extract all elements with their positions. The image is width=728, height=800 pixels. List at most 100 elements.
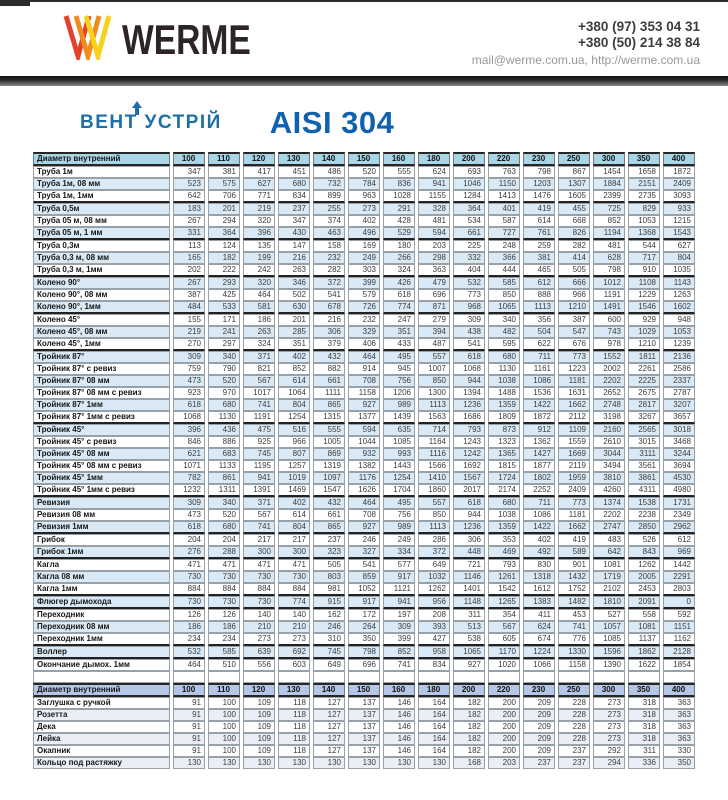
- price-cell: 311: [453, 609, 485, 621]
- price-cell: 130: [173, 757, 205, 769]
- price-cell: 1210: [558, 301, 590, 314]
- price-cell: 4980: [663, 484, 695, 497]
- price-cell: 137: [348, 709, 380, 721]
- price-cell: 730: [243, 596, 275, 609]
- email-website-line[interactable]: mail@werme.com.ua, http://werme.com.ua: [471, 52, 700, 67]
- price-cell: 255: [313, 203, 345, 215]
- price-cell: 966: [558, 289, 590, 301]
- product-label: Труба 1м: [33, 166, 170, 178]
- price-cell: 91: [173, 721, 205, 733]
- price-cell: 200: [488, 709, 520, 721]
- masthead: WERME +380 (97) 353 04 31 +380 (50) 214 …: [0, 0, 728, 76]
- price-cell: 464: [348, 351, 380, 363]
- price-cell: 209: [523, 697, 555, 709]
- price-cell: 300: [243, 546, 275, 559]
- price-cell: 334: [383, 546, 415, 559]
- price-table-accessories: Диаметр внутренний 100 110 120 130 140 150 160 1…: [30, 683, 698, 769]
- price-cell: 1631: [558, 387, 590, 399]
- diameter-column-header: 110: [208, 683, 240, 697]
- price-cell: 309: [173, 497, 205, 509]
- price-cell: 285: [278, 326, 310, 338]
- price-cell: 618: [453, 351, 485, 363]
- price-cell: 270: [173, 338, 205, 351]
- empty-cell: [278, 671, 310, 683]
- price-cell: 210: [278, 621, 310, 633]
- table-row: Труба 1м 347 381 417 451 486 520 555 624 693 763 79…: [33, 166, 695, 178]
- price-cell: 309: [453, 314, 485, 326]
- price-cell: 2091: [628, 596, 660, 609]
- price-cell: 1020: [488, 659, 520, 671]
- price-cell: 793: [488, 559, 520, 571]
- price-cell: 2962: [663, 521, 695, 534]
- price-cell: 210: [243, 621, 275, 633]
- price-cell: 182: [453, 697, 485, 709]
- price-cell: 532: [173, 646, 205, 659]
- price-cell: 291: [383, 203, 415, 215]
- diameter-column-header: 130: [278, 683, 310, 697]
- price-cell: 1017: [243, 387, 275, 399]
- price-cell: 300: [278, 546, 310, 559]
- price-cell: 630: [278, 301, 310, 314]
- price-cell: 1413: [488, 190, 520, 203]
- table-row: Кагла 08 мм 730 730 730 730 803 859 917 1032 1146…: [33, 571, 695, 583]
- price-cell: 393: [418, 621, 450, 633]
- price-cell: 182: [453, 709, 485, 721]
- price-cell: 394: [418, 326, 450, 338]
- diameter-column-header: 200: [453, 683, 485, 697]
- price-cell: 1536: [523, 387, 555, 399]
- price-cell: 402: [348, 215, 380, 227]
- price-cell: 127: [313, 733, 345, 745]
- price-cell: 330: [663, 745, 695, 757]
- price-cell: 1315: [313, 411, 345, 424]
- price-cell: 1311: [208, 484, 240, 497]
- price-cell: 3093: [663, 190, 695, 203]
- product-label: Колено 45°, 1мм: [33, 338, 170, 351]
- price-cell: 273: [593, 721, 625, 733]
- diameter-column-header: 400: [663, 152, 695, 166]
- price-cell: 661: [313, 375, 345, 387]
- price-cell: 2136: [663, 351, 695, 363]
- price-cell: 721: [453, 559, 485, 571]
- price-cell: 912: [523, 424, 555, 436]
- diameter-column-header: 230: [523, 683, 555, 697]
- price-cell: 773: [453, 289, 485, 301]
- price-cell: 1959: [558, 472, 590, 484]
- price-cell: 183: [173, 203, 205, 215]
- price-cell: 293: [208, 277, 240, 289]
- price-cell: 1422: [523, 521, 555, 534]
- price-cell: 2005: [628, 571, 660, 583]
- price-cell: 273: [278, 633, 310, 646]
- price-cell: 1181: [558, 375, 590, 387]
- price-cell: 941: [418, 178, 450, 190]
- diameter-column-header: 160: [383, 683, 415, 697]
- price-cell: 100: [208, 733, 240, 745]
- price-cell: 323: [313, 546, 345, 559]
- table-row: Тройник 45° 1мм 782 861 941 1019 1097 1176 1254…: [33, 472, 695, 484]
- price-cell: 109: [243, 721, 275, 733]
- product-label: Тройник 87° 1мм с ревиз: [33, 411, 170, 424]
- product-label: Тройник 45° 1мм с ревиз: [33, 484, 170, 497]
- price-cell: 680: [208, 399, 240, 411]
- price-cell: 3244: [663, 448, 695, 460]
- price-cell: 1488: [488, 387, 520, 399]
- price-cell: 852: [383, 646, 415, 659]
- product-label: Кагла 1мм: [33, 583, 170, 596]
- price-cell: 2409: [558, 484, 590, 497]
- price-cell: 130: [383, 757, 415, 769]
- price-cell: 927: [453, 659, 485, 671]
- price-cell: 1547: [313, 484, 345, 497]
- price-cell: 464: [243, 289, 275, 301]
- price-cell: 2174: [488, 484, 520, 497]
- price-cell: 1559: [558, 436, 590, 448]
- price-cell: 146: [383, 697, 415, 709]
- price-cell: 1422: [523, 399, 555, 411]
- price-cell: 661: [453, 227, 485, 240]
- price-cell: 627: [243, 178, 275, 190]
- price-cell: 605: [488, 633, 520, 646]
- diameter-column-header: 220: [488, 152, 520, 166]
- diameter-header-label: Диаметр внутренний: [33, 683, 170, 697]
- price-cell: 2747: [593, 521, 625, 534]
- price-cell: 1108: [628, 277, 660, 289]
- price-cell: 2652: [593, 387, 625, 399]
- price-cell: 113: [173, 240, 205, 252]
